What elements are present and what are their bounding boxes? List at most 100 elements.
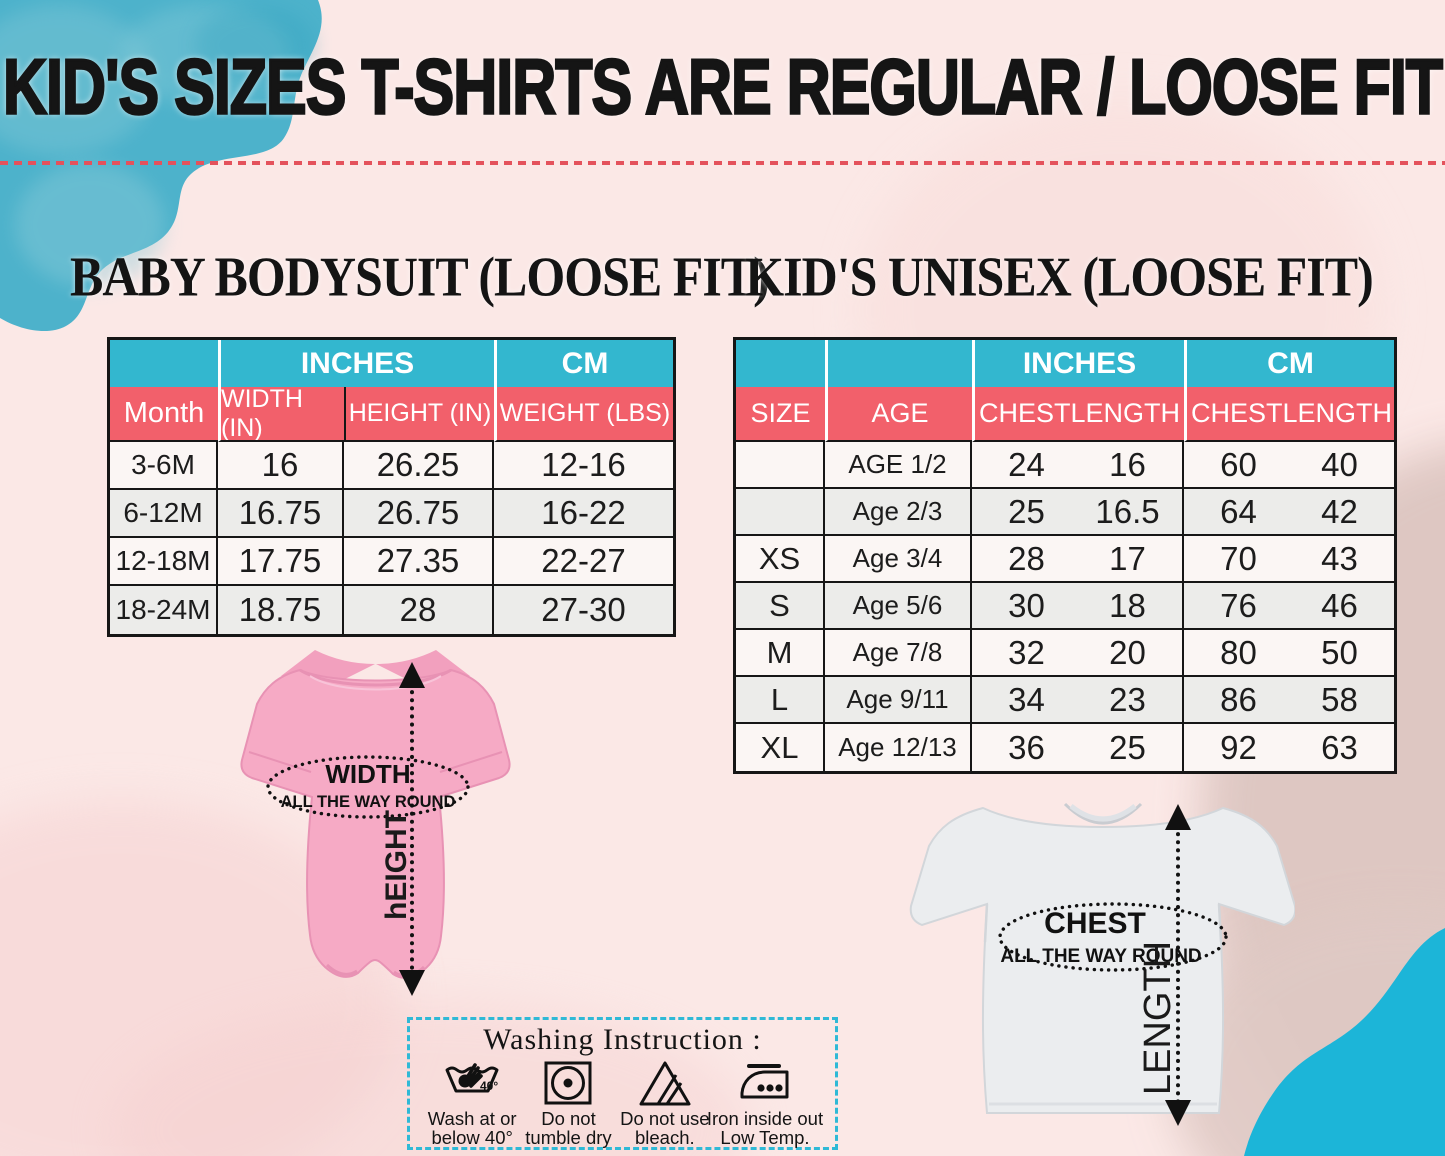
table-cell xyxy=(736,340,825,387)
column-header: HEIGHT (IN) xyxy=(344,387,494,442)
table-cell: 76 xyxy=(1220,586,1257,624)
washing-icons-row: 40° Wash at or below 40° Do not tumble d… xyxy=(410,1057,835,1147)
table-cell: 24 xyxy=(1008,445,1045,483)
chest-sublabel: ALL THE WAY ROUND xyxy=(1000,946,1201,967)
table-cell: XS xyxy=(736,536,825,583)
caption-line: Do not use xyxy=(620,1108,710,1129)
washing-caption: Do not use bleach. xyxy=(620,1109,709,1147)
table-cell xyxy=(736,489,825,536)
bodysuit-neckline xyxy=(299,668,452,687)
caption-line: Do not xyxy=(541,1108,596,1129)
teal-texture xyxy=(15,163,165,287)
pink-wash-blob xyxy=(110,1000,750,1156)
washing-item: 40° Wash at or below 40° xyxy=(424,1059,520,1147)
table-cell-pair: 28 17 xyxy=(972,536,1184,583)
group-header-inches: INCHES xyxy=(972,340,1184,387)
table-cell: 16.5 xyxy=(1095,492,1160,530)
table-cell-pair: 70 43 xyxy=(1184,536,1394,583)
table-cell-pair: 32 20 xyxy=(972,630,1184,677)
table-cell: 25 xyxy=(1109,728,1146,766)
table-cell: 92 xyxy=(1220,728,1257,766)
bodysuit-illustration xyxy=(240,668,511,979)
table-cell: 12-16 xyxy=(494,442,673,490)
table-cell: 30 xyxy=(1008,586,1045,624)
column-header: AGE xyxy=(825,387,972,442)
table-cell: 86 xyxy=(1220,680,1257,718)
tshirt-illustration xyxy=(909,806,1295,1114)
page-title: KID'S SIZES T-SHIRTS ARE REGULAR / LOOSE… xyxy=(2,42,1444,132)
table-cell: Age 12/13 xyxy=(825,724,972,771)
table-cell: 26.25 xyxy=(344,442,494,490)
table-cell: 50 xyxy=(1321,633,1358,671)
baby-section-heading: BABY BODYSUIT (LOOSE FIT) xyxy=(70,245,770,308)
caption-line: Wash at or xyxy=(427,1108,517,1129)
group-header-inches: INCHES xyxy=(218,340,494,387)
table-cell-pair: 36 25 xyxy=(972,724,1184,771)
washing-item: Do not use bleach. xyxy=(617,1059,713,1147)
caption-line: bleach. xyxy=(634,1127,695,1148)
bodysuit-neckline xyxy=(309,675,442,691)
table-cell: 23 xyxy=(1109,680,1146,718)
table-cell: 16 xyxy=(218,442,344,490)
table-cell: 40 xyxy=(1321,445,1358,483)
table-cell: 16 xyxy=(1109,445,1146,483)
table-cell-pair: 64 42 xyxy=(1184,489,1394,536)
tshirt-collar xyxy=(1069,804,1137,822)
table-cell: 34 xyxy=(1008,680,1045,718)
table-cell: 60 xyxy=(1220,445,1257,483)
table-cell: Age 2/3 xyxy=(825,489,972,536)
table-cell xyxy=(825,340,972,387)
width-label: WIDTH xyxy=(325,759,410,789)
table-cell: 63 xyxy=(1321,728,1358,766)
table-cell-pair: 34 23 xyxy=(972,677,1184,724)
table-cell: 27.35 xyxy=(344,538,494,586)
caption-line: below 40° xyxy=(431,1127,513,1148)
width-measure-ellipse xyxy=(266,755,470,819)
table-cell-pair: 76 46 xyxy=(1184,583,1394,630)
table-cell: 20 xyxy=(1109,633,1146,671)
column-header: LENGTH xyxy=(1070,398,1181,428)
length-label: LENGTH xyxy=(1137,941,1179,1095)
height-label: hEIGHT xyxy=(380,810,413,920)
table-cell: 22-27 xyxy=(494,538,673,586)
kids-tshirt-measure-diagram: CHEST ALL THE WAY ROUND LENGTH xyxy=(909,802,1295,1126)
caption-line: Low Temp. xyxy=(720,1127,810,1148)
table-cell: 25 xyxy=(1008,492,1045,530)
washing-item: Do not tumble dry xyxy=(520,1059,616,1147)
table-cell: AGE 1/2 xyxy=(825,442,972,489)
caption-line: Iron inside out xyxy=(706,1108,824,1129)
chest-measure-ellipse xyxy=(998,902,1228,972)
red-dashed-divider xyxy=(0,161,1445,165)
table-cell: 27-30 xyxy=(494,586,673,634)
table-cell-pair: 92 63 xyxy=(1184,724,1394,771)
teal-texture xyxy=(195,5,315,85)
baby-bodysuit-measure-diagram: WIDTH ALL THE WAY ROUND hEIGHT xyxy=(240,650,511,996)
washing-caption: Do not tumble dry xyxy=(525,1109,611,1147)
column-header: LENGTH xyxy=(1282,398,1393,428)
table-cell-pair: 60 40 xyxy=(1184,442,1394,489)
table-cell-pair: 80 50 xyxy=(1184,630,1394,677)
washing-caption: Iron inside out Low Temp. xyxy=(707,1109,823,1147)
table-cell: 42 xyxy=(1321,492,1358,530)
table-cell: 26.75 xyxy=(344,490,494,538)
arrow-up-icon xyxy=(399,662,425,688)
cyan-corner-blob xyxy=(1244,928,1445,1156)
kids-section-heading: KID'S UNISEX (LOOSE FIT) xyxy=(745,245,1374,308)
table-cell: Age 5/6 xyxy=(825,583,972,630)
caption-line: tumble dry xyxy=(525,1127,612,1148)
table-cell: 3-6M xyxy=(110,442,218,490)
table-cell: 46 xyxy=(1321,586,1358,624)
table-cell: Age 7/8 xyxy=(825,630,972,677)
table-cell: XL xyxy=(736,724,825,771)
table-cell xyxy=(736,442,825,489)
column-header: WEIGHT (LBS) xyxy=(494,387,673,442)
table-cell: 36 xyxy=(1008,728,1045,766)
teal-texture xyxy=(0,5,155,155)
group-header-cm: CM xyxy=(1184,340,1394,387)
table-cell-pair: 24 16 xyxy=(972,442,1184,489)
table-cell: S xyxy=(736,583,825,630)
width-sublabel: ALL THE WAY ROUND xyxy=(281,793,456,811)
column-header: SIZE xyxy=(736,387,825,442)
table-cell: 16-22 xyxy=(494,490,673,538)
arrow-up-icon xyxy=(1165,804,1191,830)
